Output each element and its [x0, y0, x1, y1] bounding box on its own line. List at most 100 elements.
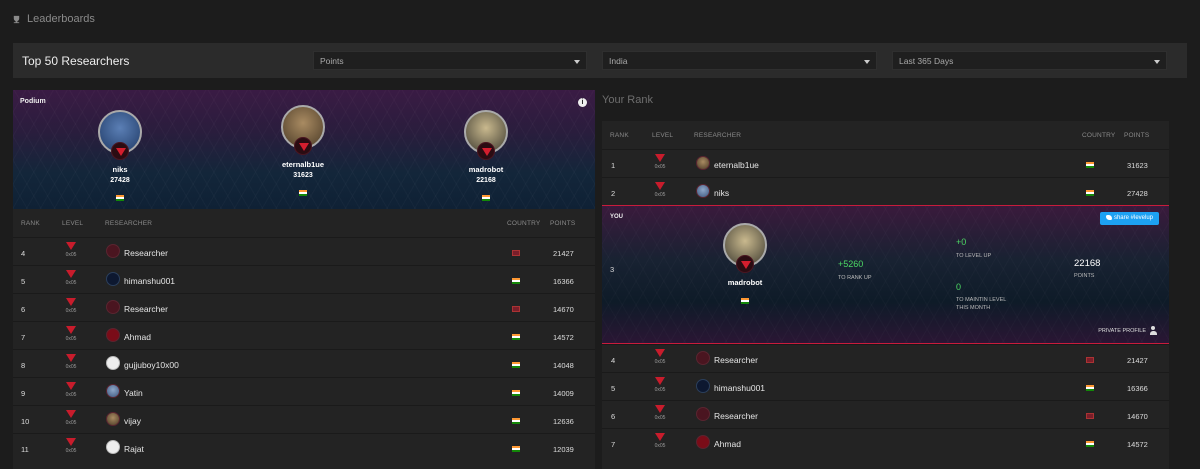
avatar	[696, 351, 710, 365]
level-icon: 0x05	[652, 182, 668, 198]
level-icon: 0x05	[652, 349, 668, 365]
avatar	[696, 435, 710, 449]
metric-select-value: Points	[320, 56, 344, 66]
top-researchers-panel: Podium i niks 27428 eternalb1ue 31623 ma…	[13, 90, 595, 469]
avatar	[106, 300, 120, 314]
table-row[interactable]: 5 0x05 himanshu001 16366	[602, 372, 1169, 400]
podium-first[interactable]: eternalb1ue 31623	[263, 105, 343, 202]
chevron-down-icon	[574, 60, 580, 64]
row-name: himanshu001	[714, 383, 766, 393]
podium: Podium i niks 27428 eternalb1ue 31623 ma…	[13, 90, 595, 209]
your-rank-number: 3	[610, 265, 615, 274]
india-flag-icon	[512, 390, 520, 396]
podium-third[interactable]: madrobot 22168	[446, 110, 526, 207]
level-up-value: +0	[956, 237, 967, 247]
india-flag-icon	[1086, 385, 1094, 391]
row-points: 14048	[553, 361, 574, 370]
row-points: 14572	[553, 333, 574, 342]
row-rank: 4	[21, 249, 26, 258]
row-rank: 8	[21, 361, 26, 370]
table-row[interactable]: 2 0x05 niks 27428	[602, 177, 1169, 205]
table-row[interactable]: 4 0x05 Researcher 21427	[602, 344, 1169, 372]
period-select[interactable]: Last 365 Days	[892, 51, 1167, 70]
rank-up-label: TO RANK UP	[838, 275, 872, 281]
table-row[interactable]: 6 0x05 Researcher 14670	[602, 400, 1169, 428]
row-rank: 2	[611, 189, 616, 198]
row-points: 12636	[553, 417, 574, 426]
col-points: POINTS	[550, 220, 576, 227]
your-rank-panel: RANK LEVEL RESEARCHER COUNTRY POINTS 1 0…	[602, 121, 1169, 469]
table-header: RANK LEVEL RESEARCHER COUNTRY POINTS	[602, 121, 1169, 149]
table-row[interactable]: 10 0x05 vijay 12636	[13, 405, 595, 433]
row-name: himanshu001	[124, 276, 176, 286]
country-select[interactable]: India	[602, 51, 877, 70]
podium-points: 31623	[293, 172, 313, 179]
row-name: vijay	[124, 416, 142, 426]
share-button[interactable]: share #levelup	[1099, 212, 1159, 225]
your-profile[interactable]: madrobot	[705, 223, 785, 310]
share-label: share #levelup	[1113, 215, 1153, 222]
row-points: 21427	[553, 249, 574, 258]
india-flag-icon	[512, 334, 520, 340]
filter-bar: Top 50 Researchers Points India Last 365…	[13, 43, 1187, 78]
podium-points: 22168	[476, 177, 496, 184]
level-icon: 0x05	[63, 326, 79, 342]
flag-icon	[512, 306, 520, 312]
level-icon: 0x05	[63, 438, 79, 454]
col-rank: RANK	[21, 220, 40, 227]
row-points: 12039	[553, 445, 574, 454]
row-name: Rajat	[124, 444, 144, 454]
level-icon: 0x05	[63, 298, 79, 314]
avatar	[106, 356, 120, 370]
flag-icon	[512, 250, 520, 256]
flag-icon	[1086, 413, 1094, 419]
row-name: Researcher	[714, 411, 758, 421]
india-flag-icon	[741, 297, 749, 304]
level-badge-icon	[111, 142, 129, 160]
row-points: 14009	[553, 389, 574, 398]
row-name: Yatin	[124, 388, 143, 398]
table-row[interactable]: 8 0x05 gujjuboy10x00 14048	[13, 349, 595, 377]
row-name: gujjuboy10x00	[124, 360, 179, 370]
page-header: Leaderboards	[12, 10, 95, 28]
avatar	[281, 105, 325, 155]
maintain-value: 0	[956, 282, 962, 292]
table-row[interactable]: 4 0x05 Researcher 21427	[13, 237, 595, 265]
table-header: RANK LEVEL RESEARCHER COUNTRY POINTS	[13, 209, 595, 237]
table-row[interactable]: 6 0x05 Researcher 14670	[13, 293, 595, 321]
private-profile[interactable]: PRIVATE PROFILE	[1098, 326, 1159, 335]
info-icon[interactable]: i	[578, 98, 587, 107]
table-row[interactable]: 5 0x05 himanshu001 16366	[13, 265, 595, 293]
podium-points: 27428	[110, 177, 130, 184]
india-flag-icon	[299, 189, 307, 196]
level-icon: 0x05	[63, 242, 79, 258]
avatar	[106, 412, 120, 426]
points-label: POINTS	[1074, 273, 1095, 279]
table-row[interactable]: 1 0x05 eternalb1ue 31623	[602, 149, 1169, 177]
level-up-label: TO LEVEL UP	[956, 253, 992, 259]
row-points: 27428	[1127, 189, 1148, 198]
avatar	[696, 184, 710, 198]
col-country: COUNTRY	[1082, 132, 1116, 139]
table-row[interactable]: 7 0x05 Ahmad 14572	[602, 428, 1169, 456]
metric-select[interactable]: Points	[313, 51, 587, 70]
your-name: madrobot	[727, 278, 763, 287]
level-icon: 0x05	[63, 354, 79, 370]
india-flag-icon	[1086, 441, 1094, 447]
table-row[interactable]: 9 0x05 Yatin 14009	[13, 377, 595, 405]
india-flag-icon	[512, 362, 520, 368]
avatar	[723, 223, 767, 273]
period-select-value: Last 365 Days	[899, 56, 954, 66]
podium-second[interactable]: niks 27428	[80, 110, 160, 207]
table-row[interactable]: 11 0x05 Rajat 12039	[13, 433, 595, 461]
row-rank: 7	[21, 333, 26, 342]
row-name: Ahmad	[714, 439, 741, 449]
avatar	[106, 384, 120, 398]
table-row[interactable]: 7 0x05 Ahmad 14572	[13, 321, 595, 349]
row-name: Ahmad	[124, 332, 151, 342]
level-icon: 0x05	[63, 410, 79, 426]
row-name: Researcher	[714, 355, 758, 365]
you-label: YOU	[610, 214, 624, 220]
level-icon: 0x05	[652, 377, 668, 393]
level-icon: 0x05	[652, 405, 668, 421]
